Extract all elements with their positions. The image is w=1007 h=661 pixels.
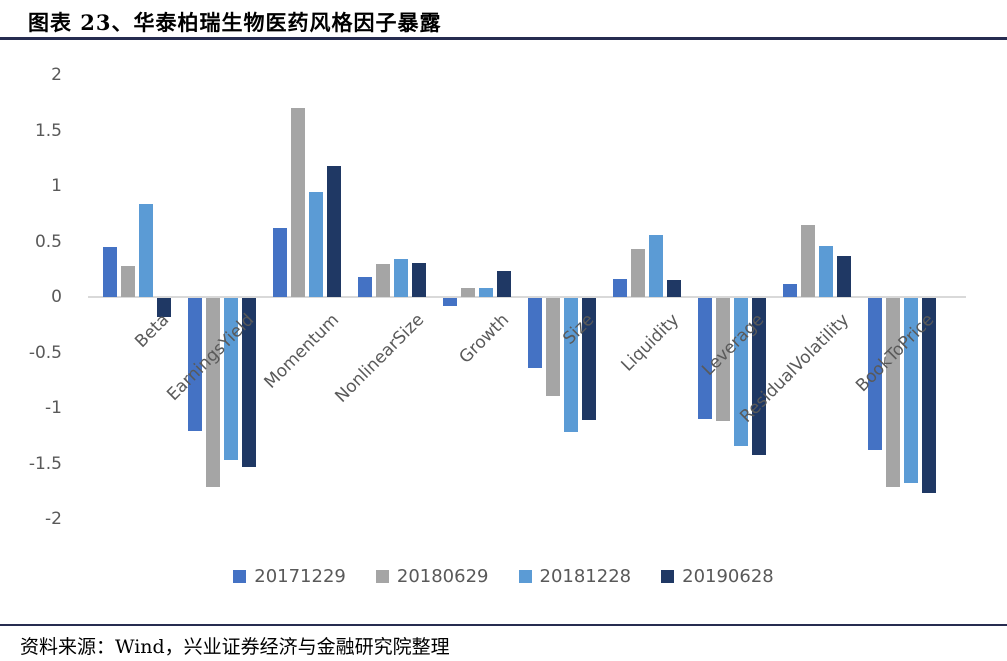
bar-20171229-ResidualVolatility [783, 284, 797, 297]
bar-20180629-Momentum [291, 108, 305, 297]
bar-20180629-BookToPrice [886, 298, 900, 487]
bar-20180629-Growth [461, 288, 475, 297]
bar-20181228-Growth [479, 288, 493, 297]
bar-20171229-BookToPrice [868, 298, 882, 450]
y-tick-label: -1.5 [28, 453, 62, 474]
bar-20181228-Size [564, 298, 578, 432]
legend-item-20190628: 20190628 [661, 566, 774, 587]
bar-20180629-Leverage [716, 298, 730, 421]
legend-label: 20180629 [396, 566, 489, 587]
bar-20180629-Liquidity [631, 249, 645, 297]
legend-swatch-icon [233, 570, 247, 583]
bar-20180629-NonlinearSize [376, 264, 390, 297]
y-tick-label: 1.5 [34, 120, 62, 141]
bar-20180629-EarningsYield [206, 298, 220, 487]
bar-20181228-Beta [139, 204, 153, 297]
legend-item-20181228: 20181228 [518, 566, 632, 587]
legend-item-20180629: 20180629 [375, 566, 489, 587]
bar-20181228-ResidualVolatility [819, 246, 833, 297]
bar-20171229-EarningsYield [188, 298, 202, 431]
chart-legend: 20171229 20180629 20181228 20190628 [0, 566, 1007, 587]
bar-20190628-NonlinearSize [412, 263, 426, 297]
bar-20190628-EarningsYield [242, 298, 256, 467]
bar-20190628-BookToPrice [922, 298, 936, 493]
bar-20190628-Size [582, 298, 596, 420]
source-note: 资料来源：Wind，兴业证券经济与金融研究院整理 [20, 636, 450, 658]
y-tick-label: 0.5 [34, 231, 62, 252]
bar-20190628-Growth [497, 271, 511, 297]
legend-swatch-icon [375, 570, 389, 583]
y-tick-label: 2 [51, 65, 62, 85]
x-axis-line [88, 296, 966, 298]
y-tick-label: -0.5 [28, 342, 62, 363]
title-underline [0, 37, 1007, 40]
bar-20181228-EarningsYield [224, 298, 238, 460]
y-tick-label: -1 [45, 398, 62, 418]
bar-20171229-Size [528, 298, 542, 368]
legend-item-20171229: 20171229 [233, 566, 346, 587]
bar-20171229-NonlinearSize [358, 277, 372, 297]
legend-swatch-icon [518, 570, 532, 583]
bar-20180629-ResidualVolatility [801, 225, 815, 297]
bar-20171229-Beta [103, 247, 117, 297]
legend-swatch-icon [661, 570, 675, 583]
bar-20181228-Momentum [309, 192, 323, 297]
bar-20181228-BookToPrice [904, 298, 918, 483]
bar-20181228-Leverage [734, 298, 748, 446]
legend-label: 20171229 [254, 566, 346, 587]
bar-20171229-Leverage [698, 298, 712, 419]
bar-20181228-NonlinearSize [394, 259, 408, 297]
bar-20171229-Liquidity [613, 279, 627, 297]
y-tick-label: 1 [51, 176, 62, 196]
figure-title: 图表 23、华泰柏瑞生物医药风格因子暴露 [28, 10, 442, 35]
bar-20190628-Liquidity [667, 280, 681, 297]
footer-rule [0, 624, 1007, 626]
y-tick-label: -2 [45, 509, 62, 529]
bar-20180629-Beta [121, 266, 135, 297]
bar-20190628-ResidualVolatility [837, 256, 851, 297]
bar-20181228-Liquidity [649, 235, 663, 297]
legend-label: 20190628 [682, 566, 774, 587]
bar-20190628-Beta [157, 298, 171, 317]
bar-20190628-Momentum [327, 166, 341, 297]
bar-20171229-Momentum [273, 228, 287, 297]
bar-20171229-Growth [443, 298, 457, 306]
legend-label: 20181228 [539, 566, 632, 587]
bar-20180629-Size [546, 298, 560, 396]
y-tick-label: 0 [51, 287, 62, 307]
bar-20190628-Leverage [752, 298, 766, 455]
